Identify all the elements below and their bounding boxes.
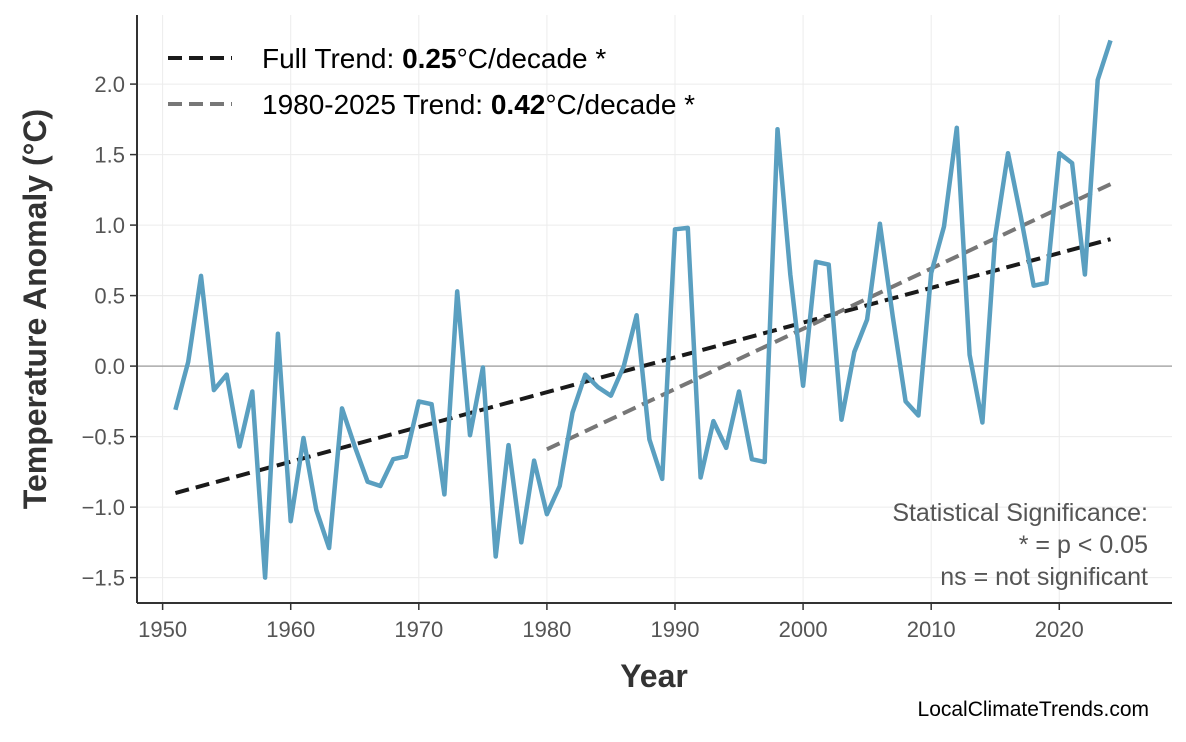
y-tick-label: 0.5: [94, 284, 125, 309]
x-tick-label: 1990: [651, 617, 700, 642]
legend-label-full-trend: Full Trend: 0.25°C/decade *: [262, 43, 606, 74]
y-tick-label: −1.5: [82, 566, 125, 591]
x-tick-label: 2020: [1035, 617, 1084, 642]
x-tick-label: 1950: [138, 617, 187, 642]
y-tick-label: −0.5: [82, 425, 125, 450]
y-tick-label: 1.5: [94, 143, 125, 168]
y-axis-label: Temperature Anomaly (°C): [17, 109, 53, 509]
legend: Full Trend: 0.25°C/decade * 1980-2025 Tr…: [168, 43, 695, 120]
x-tick-label: 1980: [522, 617, 571, 642]
annotation-line-1: Statistical Significance:: [892, 499, 1148, 527]
anomaly-line: [175, 40, 1110, 577]
y-tick-label: 2.0: [94, 72, 125, 97]
x-tick-label: 1970: [394, 617, 443, 642]
annotation-line-2: * = p < 0.05: [1019, 531, 1148, 559]
x-tick-label: 2000: [779, 617, 828, 642]
x-tick-label: 1960: [266, 617, 315, 642]
watermark: LocalClimateTrends.com: [918, 698, 1149, 721]
y-tick-label: 1.0: [94, 213, 125, 238]
series: [175, 40, 1110, 577]
y-tick-label: 0.0: [94, 354, 125, 379]
legend-label-1980-trend: 1980-2025 Trend: 0.42°C/decade *: [262, 89, 695, 120]
y-tick-label: −1.0: [82, 495, 125, 520]
x-tick-label: 2010: [907, 617, 956, 642]
x-axis-label: Year: [620, 658, 688, 694]
annotation-line-3: ns = not significant: [940, 563, 1148, 591]
